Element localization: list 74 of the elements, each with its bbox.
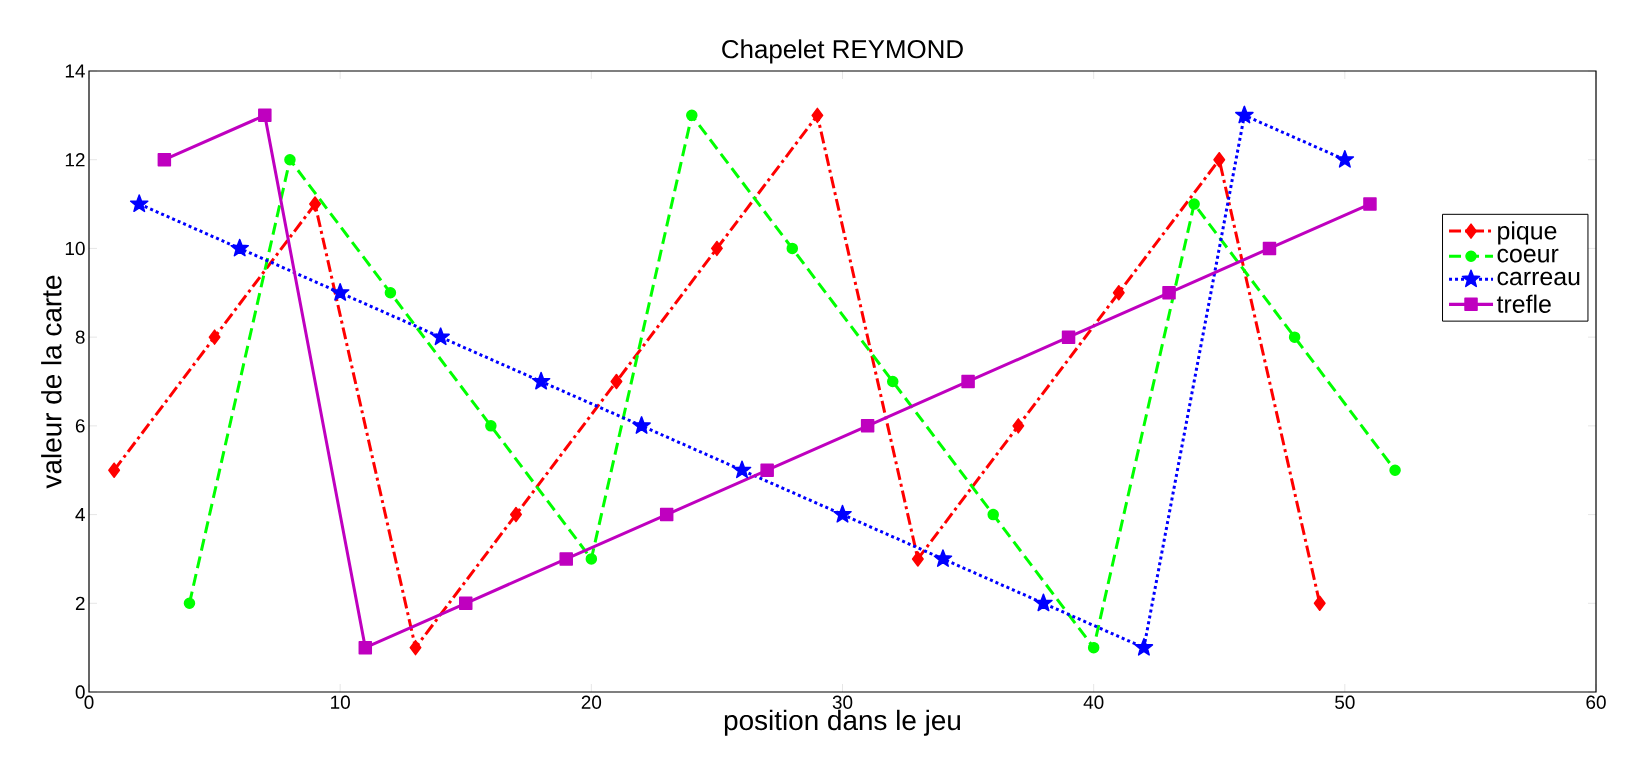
point: [284, 153, 296, 166]
point: [384, 287, 397, 299]
point: [1134, 637, 1154, 656]
point: [1188, 198, 1200, 210]
point: [1213, 151, 1226, 168]
x-tick-label: 30: [832, 695, 853, 709]
y-tick-label: 10: [65, 241, 85, 256]
point: [1061, 330, 1076, 344]
x-tick-label: 10: [331, 695, 350, 709]
point: [961, 374, 975, 389]
point: [811, 107, 824, 124]
point: [108, 462, 121, 478]
y-axis-title: valeur de la carte: [41, 275, 62, 489]
point: [610, 373, 623, 390]
point: [786, 242, 799, 255]
legend-label: trefle: [1496, 294, 1551, 313]
point: [760, 463, 774, 477]
point: [1363, 197, 1377, 211]
point: [1012, 418, 1025, 434]
x-tick-label: 0: [84, 695, 94, 709]
point: [1262, 241, 1277, 256]
point: [509, 506, 522, 523]
point: [1087, 641, 1100, 654]
x-axis-title: position dans le jeu: [724, 709, 960, 736]
x-tick-label: 50: [1335, 695, 1355, 709]
point: [129, 194, 149, 213]
point: [911, 551, 924, 567]
y-tick-label: 0: [75, 685, 85, 699]
point: [1235, 105, 1254, 124]
point: [485, 420, 497, 432]
point: [157, 152, 172, 167]
point: [183, 597, 196, 610]
point: [531, 371, 551, 390]
y-tick-label: 12: [65, 153, 85, 167]
point: [833, 504, 852, 523]
point: [309, 196, 322, 212]
point: [686, 109, 698, 122]
legend-label: pique: [1498, 221, 1557, 245]
point: [987, 508, 999, 521]
y-tick-label: 14: [65, 64, 85, 78]
point: [710, 240, 723, 257]
point: [732, 460, 752, 479]
point: [559, 552, 573, 566]
y-tick-label: 6: [75, 419, 85, 433]
x-tick-label: 60: [1586, 695, 1606, 709]
point: [1335, 149, 1355, 168]
point: [659, 507, 674, 522]
chart-title: Chapelet REYMOND: [722, 39, 963, 64]
point: [1034, 593, 1053, 612]
point: [230, 238, 250, 257]
point: [258, 108, 272, 123]
point: [358, 640, 373, 655]
point: [860, 419, 875, 433]
point: [409, 639, 422, 656]
point: [632, 416, 651, 434]
point: [585, 553, 598, 565]
point: [459, 596, 473, 611]
point: [1288, 331, 1301, 343]
point: [1389, 464, 1401, 476]
point: [1112, 285, 1125, 301]
point: [933, 549, 953, 567]
point: [330, 283, 350, 301]
point: [1162, 286, 1176, 300]
legend-label: coeur: [1497, 248, 1559, 263]
x-tick-label: 40: [1083, 695, 1104, 709]
y-tick-label: 2: [75, 596, 85, 610]
legend-label: carreau: [1497, 271, 1580, 286]
y-tick-label: 4: [75, 508, 85, 522]
point: [208, 329, 221, 345]
point: [431, 327, 450, 346]
x-tick-label: 20: [581, 695, 602, 709]
point: [886, 375, 899, 388]
point: [1313, 595, 1326, 612]
y-tick-label: 8: [75, 330, 85, 344]
